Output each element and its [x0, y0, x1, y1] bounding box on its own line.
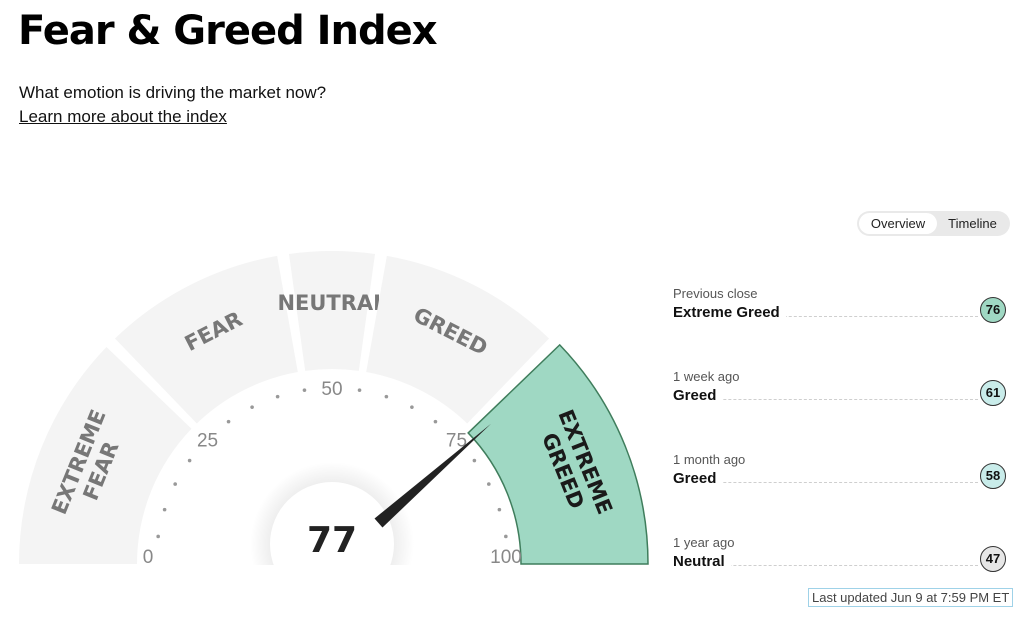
- learn-more-link[interactable]: Learn more about the index: [19, 107, 227, 126]
- history-badge: 61: [980, 380, 1006, 406]
- history-value-label: Extreme Greed: [673, 304, 786, 321]
- gauge-segment-label: NEUTRAL: [277, 291, 386, 315]
- gauge-tick-dot: [187, 458, 192, 463]
- leader-dots: [673, 316, 978, 317]
- gauge-tick-dot: [433, 419, 438, 424]
- gauge-tick-dot: [487, 482, 491, 486]
- gauge-tick-dot: [384, 394, 389, 399]
- gauge-tick-dot: [357, 388, 362, 392]
- gauge-segment: [366, 255, 550, 424]
- gauge-tick-dot: [162, 507, 167, 512]
- page-title: Fear & Greed Index: [18, 8, 438, 54]
- gauge-tick-dot: [250, 405, 254, 409]
- gauge-tick-label: 25: [197, 431, 218, 452]
- history-badge: 58: [980, 463, 1006, 489]
- gauge-tick-dot: [275, 394, 280, 399]
- leader-dots: [673, 565, 978, 566]
- gauge-segment: [114, 255, 298, 424]
- gauge-tick-label: 75: [446, 431, 467, 452]
- history-label: 1 year ago: [673, 535, 735, 550]
- history-value-label: Greed: [673, 470, 723, 487]
- gauge-tick-dot: [302, 388, 307, 392]
- leader-dots: [673, 399, 978, 400]
- gauge-tick-label: 50: [321, 379, 342, 400]
- last-updated: Last updated Jun 9 at 7:59 PM ET: [808, 588, 1014, 607]
- history-value-label: Neutral: [673, 553, 731, 570]
- gauge-tick-dot: [504, 534, 508, 539]
- history-row-previous-close: Previous close Extreme Greed 76: [673, 286, 1008, 336]
- history-row-1-week: 1 week ago Greed 61: [673, 369, 1008, 419]
- gauge-value: 77: [306, 520, 358, 561]
- gauge-tick-dot: [410, 405, 414, 409]
- gauge-segment: [288, 250, 376, 371]
- page-subtitle: What emotion is driving the market now?: [19, 83, 327, 102]
- history-label: Previous close: [673, 286, 758, 301]
- history-row-1-year: 1 year ago Neutral 47: [673, 535, 1008, 585]
- gauge-baseline-mask: [0, 565, 660, 628]
- gauge-tick-label: 0: [143, 547, 154, 568]
- gauge-tick-dot: [226, 419, 231, 424]
- gauge-tick-dot: [173, 482, 177, 486]
- history-label: 1 week ago: [673, 369, 740, 384]
- leader-dots: [673, 482, 978, 483]
- tab-timeline[interactable]: Timeline: [948, 216, 997, 231]
- gauge-segment: [467, 343, 649, 565]
- history-badge: 76: [980, 297, 1006, 323]
- history-badge: 47: [980, 546, 1006, 572]
- gauge-tick-dot: [497, 507, 502, 512]
- history-label: 1 month ago: [673, 452, 746, 467]
- gauge-tick-dot: [156, 534, 160, 539]
- tab-overview[interactable]: Overview: [859, 213, 937, 234]
- history-row-1-month: 1 month ago Greed 58: [673, 452, 1008, 502]
- history-value-label: Greed: [673, 387, 723, 404]
- gauge-needle: [374, 423, 492, 528]
- gauge-segment: [19, 346, 192, 564]
- gauge-tick-label: 100: [490, 547, 522, 568]
- gauge-tick-dot: [472, 458, 477, 463]
- view-toggle: Overview Timeline: [857, 211, 1010, 236]
